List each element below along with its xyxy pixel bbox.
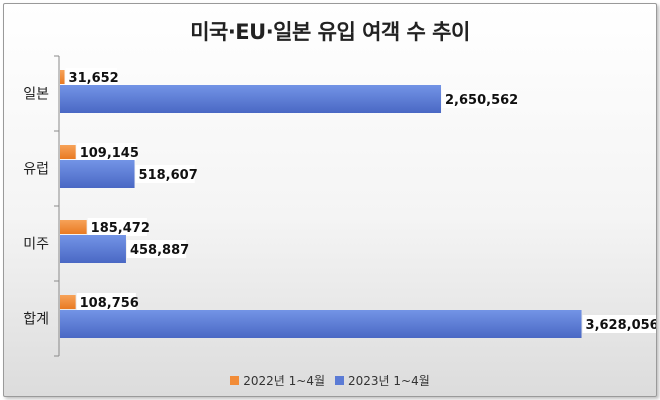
bar xyxy=(60,145,76,159)
bar xyxy=(60,220,87,234)
data-label-background xyxy=(87,218,147,236)
data-label: 185,472 xyxy=(91,221,150,236)
legend-label-2022: 2022년 1~4월 xyxy=(243,374,325,388)
data-label-background xyxy=(126,240,187,258)
chart-title: 미국·EU·일본 유입 여객 수 추이 xyxy=(190,20,470,44)
data-label: 2,650,562 xyxy=(445,93,518,108)
legend-label-2023: 2023년 1~4월 xyxy=(348,374,430,388)
chart-legend: 2022년 1~4월 2023년 1~4월 xyxy=(4,372,656,389)
data-label-background xyxy=(65,68,118,86)
data-label-background xyxy=(582,315,656,333)
category-label: 유럽 xyxy=(23,162,49,178)
data-label: 518,607 xyxy=(139,168,198,183)
category-label: 일본 xyxy=(23,87,49,103)
data-label: 31,652 xyxy=(69,71,119,86)
data-label-background xyxy=(442,90,517,108)
data-label: 108,756 xyxy=(80,296,139,311)
data-label: 3,628,056 xyxy=(586,318,656,333)
bar xyxy=(60,70,65,84)
chart-frame: 미국·EU·일본 유입 여객 수 추이 일본 31,652 2,650,562 유럽 1… xyxy=(3,3,657,397)
bar xyxy=(60,85,442,113)
data-label: 109,145 xyxy=(80,146,139,161)
category-label: 미주 xyxy=(23,237,49,253)
data-label-background xyxy=(135,165,195,183)
bar xyxy=(60,160,135,188)
legend-item-2023: 2023년 1~4월 xyxy=(335,372,430,389)
data-label-background xyxy=(76,293,136,311)
data-label-background xyxy=(76,143,136,161)
category-label: 합계 xyxy=(23,312,49,328)
bar xyxy=(60,235,126,263)
data-label: 458,887 xyxy=(130,243,189,258)
legend-item-2022: 2022년 1~4월 xyxy=(230,372,325,389)
bar xyxy=(60,295,76,309)
legend-swatch-2022 xyxy=(230,376,240,385)
legend-swatch-2023 xyxy=(335,376,344,385)
bar xyxy=(60,310,582,338)
